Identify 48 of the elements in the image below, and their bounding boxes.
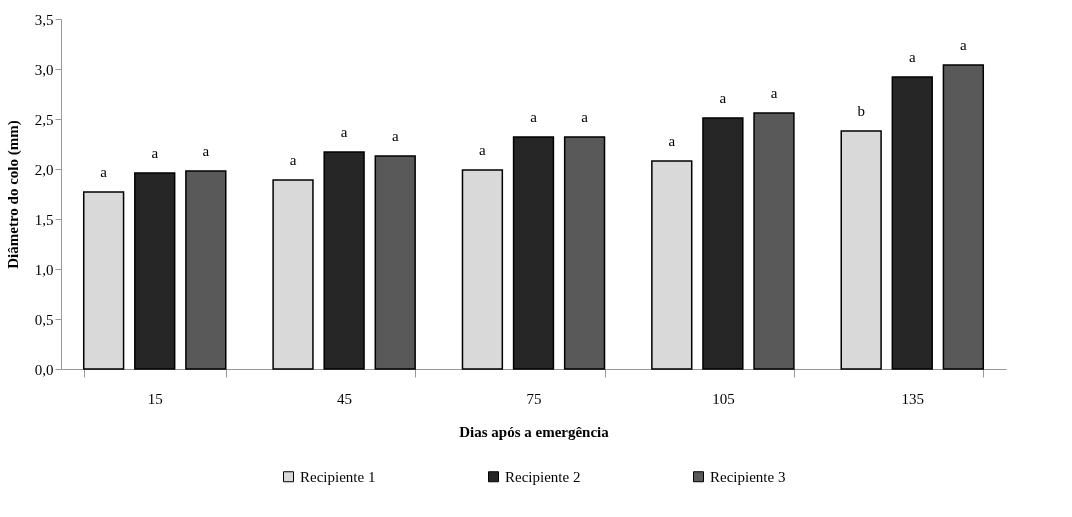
data-label: a [960,37,968,53]
y-tick-label: 3,5 [34,11,54,28]
data-label: a [151,145,159,161]
bar [942,64,985,370]
legend-label: Recipiente 3 [710,468,786,485]
data-label: a [100,164,108,180]
y-tick-label: 2,0 [34,161,54,178]
bar [840,130,882,370]
data-label: a [202,143,210,159]
x-tick-label: 15 [147,390,163,407]
x-tick-label: 135 [901,390,925,407]
data-label: a [719,90,727,106]
y-tick-label: 0,0 [34,361,54,378]
bar [82,191,125,370]
bar [753,112,795,370]
y-tick-label: 1,5 [34,211,54,228]
data-label: a [908,49,916,65]
data-label: a [479,142,487,158]
bar [272,179,314,370]
data-label: a [581,109,589,125]
y-tick-label: 3,0 [34,61,54,78]
x-tick-label: 75 [526,390,542,407]
bar [702,117,744,370]
bar [461,169,504,370]
data-label: a [340,124,348,140]
x-axis-title: Dias após a emergência [459,423,610,440]
data-label: a [530,109,538,125]
legend-label: Recipiente 1 [300,468,376,485]
legend-label: Recipiente 2 [505,468,581,485]
data-label: a [391,128,399,144]
bar [512,136,555,370]
data-label: b [857,103,865,119]
bar [134,172,176,370]
data-label: a [770,85,778,101]
bar [185,170,227,370]
bar [891,76,933,370]
y-tick-label: 1,0 [34,261,54,278]
y-axis-title: Diâmetro do colo (mm) [4,120,22,269]
y-tick-label: 0,5 [34,311,54,328]
bar [563,136,606,370]
bar [323,151,365,370]
bar [651,160,693,370]
x-tick-label: 45 [337,390,353,407]
x-tick-label: 105 [712,390,735,407]
bar [374,155,416,370]
data-label: a [289,152,297,168]
data-label: a [668,133,676,149]
y-tick-label: 2,5 [34,111,54,128]
